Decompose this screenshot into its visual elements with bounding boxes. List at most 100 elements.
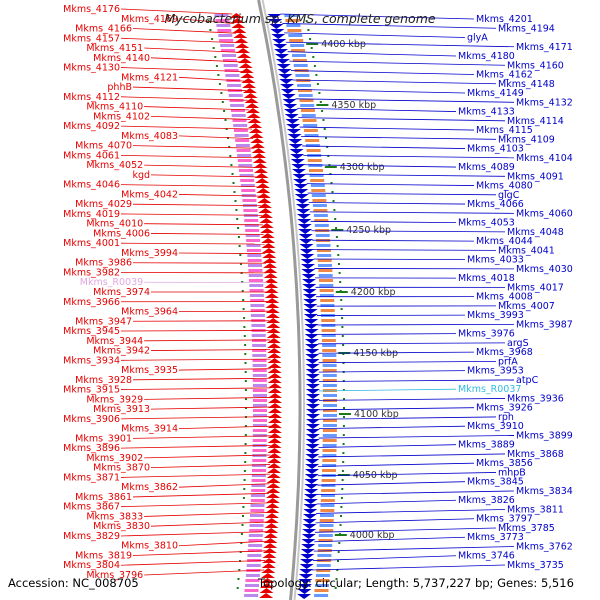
forward-gene-arrow	[256, 193, 271, 198]
forward-gene-arrow	[259, 218, 274, 223]
forward-gene-arrow	[262, 553, 277, 558]
guide-dot	[313, 65, 316, 67]
feature-strip-mark	[319, 294, 334, 297]
reverse-gene-arrow	[279, 79, 294, 84]
reverse-gene-arrow	[301, 264, 315, 269]
leader-line	[293, 88, 466, 94]
guide-dot	[309, 38, 312, 40]
gene-label: Mkms_3986	[75, 258, 132, 269]
leader-line	[132, 28, 237, 34]
forward-gene-arrow	[264, 528, 279, 533]
gene-label: Mkms_4112	[63, 92, 120, 103]
reverse-gene-arrow	[302, 284, 317, 289]
feature-strip-mark	[251, 324, 266, 327]
gene-label: Mkms_3926	[476, 403, 533, 414]
feature-strip-mark	[316, 244, 331, 247]
forward-gene-arrow	[267, 443, 282, 448]
forward-gene-arrow	[233, 33, 248, 38]
guide-dot	[343, 398, 345, 400]
feature-strip-mark	[253, 404, 267, 407]
forward-gene-arrow	[242, 83, 257, 88]
guide-dot	[315, 74, 318, 76]
reverse-gene-arrow	[288, 144, 303, 149]
forward-gene-arrow	[261, 563, 276, 568]
feature-strip-mark	[252, 429, 267, 432]
gene-label: Mkms_3785	[498, 523, 555, 534]
feature-strip-mark	[253, 394, 267, 397]
gene-label: Mkms_4048	[507, 227, 564, 238]
forward-gene-arrow	[264, 293, 279, 298]
kbp-tick-label: 4150 kbp	[353, 348, 398, 359]
leader-line	[302, 145, 466, 149]
feature-strip-mark	[232, 119, 247, 122]
guide-dot	[243, 488, 246, 490]
feature-strip-mark	[293, 64, 308, 67]
gene-label: Mkms_4019	[63, 209, 120, 220]
forward-gene-arrow	[236, 48, 251, 53]
gene-label: glgC	[498, 190, 520, 201]
leader-line	[287, 51, 457, 57]
gene-label: Mkms_3829	[63, 531, 120, 542]
feature-strip-mark	[245, 579, 260, 582]
gene-label: Mkms_3896	[63, 443, 120, 454]
leader-line	[312, 564, 506, 571]
gene-label: Mkms_3861	[75, 492, 132, 503]
forward-gene-arrow	[261, 248, 276, 253]
forward-gene-arrow	[265, 303, 280, 308]
guide-dot	[321, 110, 324, 112]
gene-label: Mkms_3945	[63, 326, 120, 337]
guide-dot	[237, 227, 240, 229]
gene-label: Mkms_4148	[498, 79, 555, 90]
reverse-gene-arrow	[305, 439, 320, 444]
reverse-gene-arrow	[274, 49, 289, 54]
gene-label: Mkms_3762	[516, 541, 573, 552]
gene-label: Mkms_3870	[93, 463, 150, 474]
feature-strip-mark	[249, 284, 264, 287]
forward-gene-arrow	[262, 558, 277, 563]
forward-gene-arrow	[241, 78, 256, 83]
feature-strip-mark	[240, 184, 255, 187]
gene-label: Mkms_3856	[476, 458, 533, 469]
forward-gene-arrow	[263, 263, 277, 268]
feature-strip-mark	[219, 39, 234, 42]
feature-strip-mark	[251, 494, 265, 497]
leader-line	[150, 406, 272, 410]
feature-strip-mark	[318, 539, 333, 542]
reverse-gene-arrow	[295, 204, 310, 209]
forward-gene-arrow	[265, 503, 280, 508]
reverse-gene-arrow	[302, 279, 316, 284]
kbp-tick-label: 4050 kbp	[353, 470, 398, 481]
gene-label: Mkms_3906	[63, 414, 120, 425]
forward-gene-arrow	[267, 468, 281, 473]
forward-gene-arrow	[266, 473, 281, 478]
forward-gene-arrow	[265, 513, 279, 518]
guide-dot	[244, 362, 247, 364]
feature-strip-mark	[320, 299, 335, 302]
feature-strip-mark	[288, 34, 303, 37]
gene-label: Mkms_4083	[121, 131, 178, 142]
guide-dot	[244, 389, 247, 391]
gene-label: Mkms_3902	[86, 453, 143, 464]
feature-strip-mark	[252, 439, 267, 442]
gene-label: Mkms_3830	[93, 521, 150, 532]
guide-dot	[337, 551, 340, 553]
feature-strip-mark	[317, 554, 332, 557]
feature-strip-mark	[251, 489, 266, 492]
guide-dot	[233, 191, 236, 193]
gene-label: Mkms_3964	[121, 307, 178, 318]
guide-dot	[244, 371, 247, 373]
guide-dot	[334, 587, 337, 589]
reverse-gene-arrow	[299, 569, 314, 574]
feature-strip-mark	[239, 169, 253, 172]
leader-line	[280, 13, 475, 20]
feature-strip-mark	[319, 524, 334, 527]
guide-dot	[337, 254, 340, 256]
forward-gene-arrow	[266, 318, 281, 323]
leader-line	[178, 483, 270, 488]
leader-line	[144, 569, 265, 576]
leader-line	[120, 560, 266, 566]
feature-strip-mark	[318, 264, 332, 267]
forward-gene-arrow	[260, 228, 275, 233]
feature-strip-mark	[316, 569, 331, 572]
